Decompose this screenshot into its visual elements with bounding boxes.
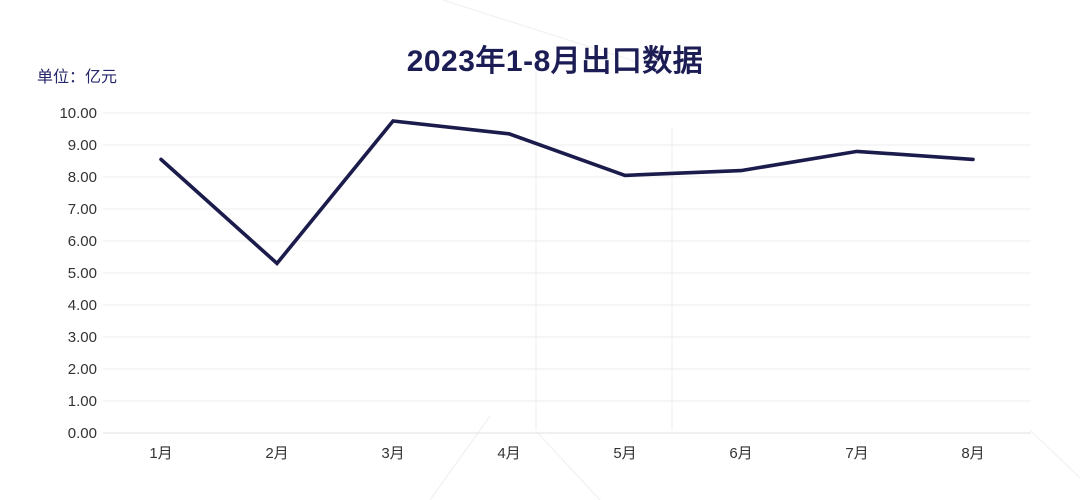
y-axis-tick-label: 7.00 bbox=[68, 201, 97, 218]
chart-title: 2023年1-8月出口数据 bbox=[406, 45, 704, 78]
x-axis-tick-label: 2月 bbox=[265, 445, 288, 462]
y-axis-tick-label: 1.00 bbox=[68, 393, 97, 410]
x-axis-tick-label: 4月 bbox=[497, 445, 520, 462]
x-axis-tick-label: 8月 bbox=[961, 445, 984, 462]
grid-lines bbox=[103, 112, 1031, 434]
y-axis-tick-label: 10.00 bbox=[59, 105, 97, 122]
y-axis-labels: 0.00 1.00 2.00 3.00 4.00 5.00 6.00 7.00 8.00 9.00… bbox=[59, 105, 97, 442]
y-axis-tick-label: 2.00 bbox=[68, 361, 97, 378]
x-axis-tick-label: 5月 bbox=[613, 445, 636, 462]
y-axis-tick-label: 6.00 bbox=[68, 233, 97, 250]
y-axis-tick-label: 8.00 bbox=[68, 169, 97, 186]
x-axis-tick-label: 6月 bbox=[729, 445, 752, 462]
data-series bbox=[159, 119, 975, 267]
y-axis-tick-label: 9.00 bbox=[68, 137, 97, 154]
data-line bbox=[159, 119, 975, 267]
y-axis-tick-label: 4.00 bbox=[68, 297, 97, 314]
x-axis-labels: 1月 2月 3月 4月 5月 6月 7月 8月 bbox=[149, 445, 984, 462]
y-axis-tick-label: 0.00 bbox=[68, 425, 97, 442]
x-axis-tick-label: 7月 bbox=[845, 445, 868, 462]
x-axis-tick-label: 1月 bbox=[149, 445, 172, 462]
y-axis-tick-label: 5.00 bbox=[68, 265, 97, 282]
unit-label: 单位：亿元 bbox=[37, 69, 118, 86]
x-axis-tick-label: 3月 bbox=[381, 445, 404, 462]
y-axis-tick-label: 3.00 bbox=[68, 329, 97, 346]
